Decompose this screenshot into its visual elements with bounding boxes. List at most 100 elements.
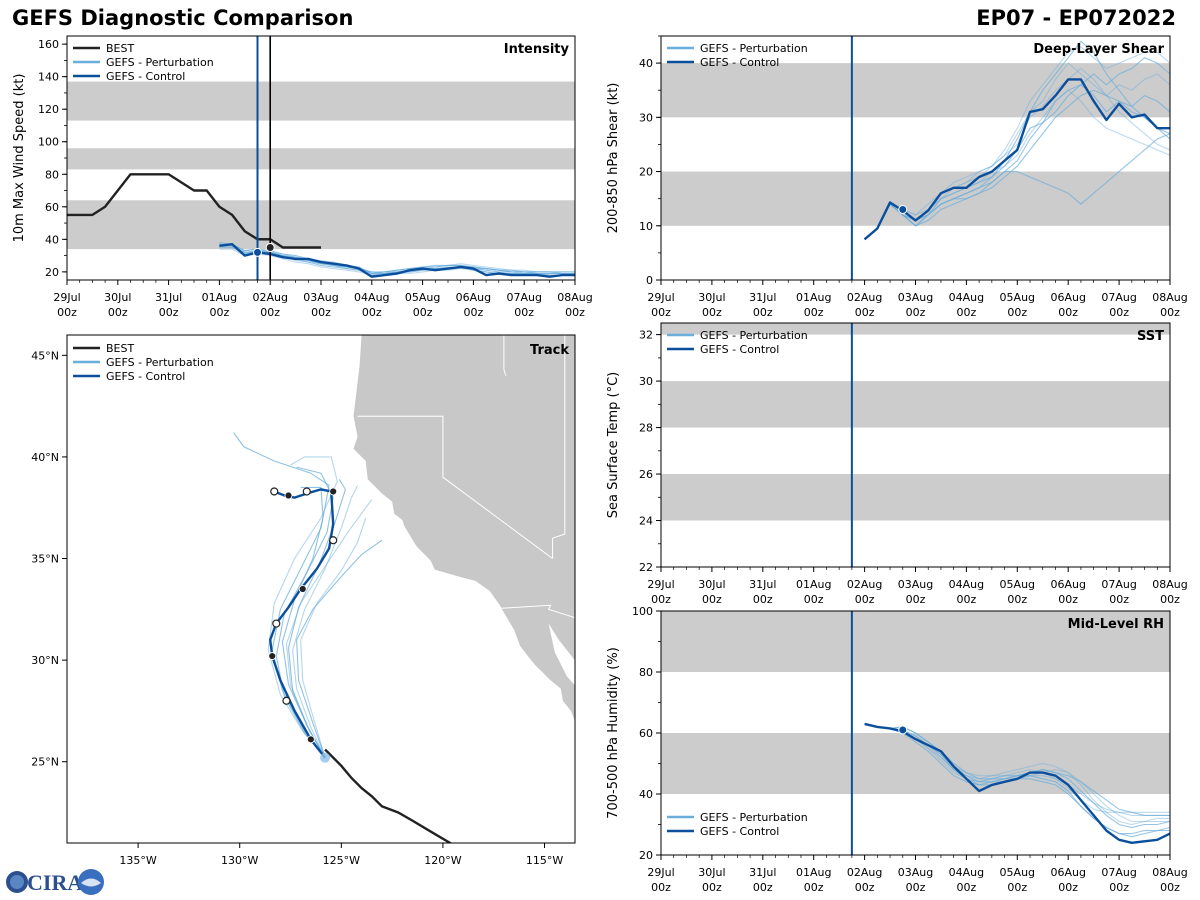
shear-threshold-band <box>661 63 1170 118</box>
track-position-marker <box>306 735 315 744</box>
intensity-control-line <box>219 242 575 278</box>
track-position-marker <box>284 491 293 500</box>
rh-xtick-label-date: 08Aug <box>1152 866 1187 879</box>
rh-legend-label: GEFS - Control <box>700 825 779 838</box>
intensity-xtick-label-date: 04Aug <box>354 291 389 304</box>
rh-panel-title: Mid-Level RH <box>1068 617 1164 632</box>
track-xtick-label: 115°W <box>526 854 563 867</box>
rh-threshold-band <box>661 611 1170 672</box>
sst-ytick-label: 26 <box>639 468 653 481</box>
track-ytick-label: 40°N <box>31 451 59 464</box>
intensity-ylabel: 10m Max Wind Speed (kt) <box>12 74 27 243</box>
shear-perturbation-line <box>864 46 1171 240</box>
sst-xtick-label-hour: 00z <box>702 593 722 606</box>
sst-xtick-label-hour: 00z <box>1109 593 1129 606</box>
shear-perturbation-line <box>864 89 1171 240</box>
cira-logo: CIRA <box>6 869 104 895</box>
track-mainland <box>548 619 575 663</box>
shear-xtick-label-hour: 00z <box>957 306 977 319</box>
track-position-marker-open <box>282 696 291 705</box>
intensity-ytick-label: 80 <box>45 168 59 181</box>
cira-logo-globe-inner <box>10 875 24 889</box>
track-gulf-of-california <box>548 623 575 686</box>
track-frame <box>66 334 576 844</box>
cira-logo-cloud-icon <box>81 878 101 887</box>
track-border-line <box>501 604 575 619</box>
rh-perturbation-line <box>864 723 1170 826</box>
shear-ytick-label: 30 <box>639 111 653 124</box>
shear-xtick-label-hour: 00z <box>1109 306 1129 319</box>
rh-ytick-label: 60 <box>639 727 653 740</box>
track-ytick-label: 25°N <box>31 756 59 769</box>
shear-xtick-label-hour: 00z <box>1007 306 1027 319</box>
intensity-legend-label: GEFS - Perturbation <box>106 56 214 69</box>
shear-xtick-label-date: 08Aug <box>1152 291 1187 304</box>
shear-xtick-label-date: 30Jul <box>698 291 725 304</box>
track-panel-title: Track <box>530 343 569 358</box>
intensity-xtick-label-date: 01Aug <box>202 291 237 304</box>
shear-xtick-label-hour: 00z <box>1058 306 1078 319</box>
intensity-xtick-label-hour: 00z <box>57 306 77 319</box>
sst-ytick-label: 24 <box>639 515 653 528</box>
intensity-perturbation-line <box>219 245 575 275</box>
track-position-marker-open <box>302 487 311 496</box>
intensity-xtick-label-hour: 00z <box>108 306 128 319</box>
sst-xtick-label-date: 31Jul <box>749 578 776 591</box>
sst-threshold-band <box>661 323 1170 335</box>
sst-xtick-label-hour: 00z <box>651 593 671 606</box>
track-border-line <box>357 415 553 559</box>
shear-ytick-label: 10 <box>639 220 653 233</box>
rh-ytick-label: 20 <box>639 849 653 862</box>
track-xtick-label: 125°W <box>323 854 360 867</box>
shear-xtick-label-date: 07Aug <box>1101 291 1136 304</box>
rh-xtick-label-date: 07Aug <box>1101 866 1136 879</box>
sst-xtick-label-date: 07Aug <box>1101 578 1136 591</box>
intensity-xtick-label-hour: 00z <box>260 306 280 319</box>
sst-plot-area <box>661 323 1170 567</box>
intensity-ytick-label: 20 <box>45 266 59 279</box>
intensity-xtick-label-date: 06Aug <box>456 291 491 304</box>
rh-xtick-label-hour: 00z <box>753 881 773 894</box>
shear-ylabel: 200-850 hPa Shear (kt) <box>606 83 621 234</box>
rh-xtick-label-date: 30Jul <box>698 866 725 879</box>
sst-xtick-label-hour: 00z <box>804 593 824 606</box>
intensity-xtick-label-hour: 00z <box>362 306 382 319</box>
shear-xtick-label-date: 01Aug <box>796 291 831 304</box>
track-xtick-label: 135°W <box>119 854 156 867</box>
intensity-best-line <box>257 238 321 249</box>
shear-xtick-label-date: 05Aug <box>1000 291 1035 304</box>
shear-panel-title: Deep-Layer Shear <box>1033 42 1164 57</box>
track-ytick-label: 45°N <box>31 349 59 362</box>
track-start-marker <box>320 752 331 763</box>
sst-ylabel: Sea Surface Temp (°C) <box>606 372 621 519</box>
rh-xtick-label-date: 31Jul <box>749 866 776 879</box>
track-best-line <box>324 748 453 843</box>
intensity-xtick-label-hour: 00z <box>311 306 331 319</box>
rh-threshold-band <box>661 733 1170 794</box>
rh-xtick-label-date: 29Jul <box>647 866 674 879</box>
track-perturbation-line <box>287 479 346 758</box>
shear-xtick-label-hour: 00z <box>753 306 773 319</box>
sst-threshold-band <box>661 474 1170 521</box>
intensity-best-line <box>67 173 271 241</box>
shear-xtick-label-date: 06Aug <box>1050 291 1085 304</box>
track-border-line <box>503 335 507 376</box>
rh-xtick-label-hour: 00z <box>957 881 977 894</box>
sst-panel-title: SST <box>1137 329 1164 344</box>
intensity-xtick-label-hour: 00z <box>565 306 585 319</box>
shear-xtick-label-date: 04Aug <box>949 291 984 304</box>
intensity-xtick-label-hour: 00z <box>464 306 484 319</box>
sst-xtick-label-date: 30Jul <box>698 578 725 591</box>
shear-xtick-label-hour: 00z <box>651 306 671 319</box>
sst-xtick-label-date: 06Aug <box>1050 578 1085 591</box>
track-perturbation-line <box>275 466 334 759</box>
intensity-xtick-label-date: 30Jul <box>104 291 131 304</box>
sst-legend-label: GEFS - Perturbation <box>700 329 808 342</box>
track-perturbation-line <box>296 539 383 758</box>
rh-xtick-label-hour: 00z <box>1160 881 1180 894</box>
rh-control-line <box>864 722 1171 844</box>
rh-xtick-label-hour: 00z <box>906 881 926 894</box>
intensity-xtick-label-date: 07Aug <box>506 291 541 304</box>
intensity-ytick-label: 140 <box>38 71 59 84</box>
